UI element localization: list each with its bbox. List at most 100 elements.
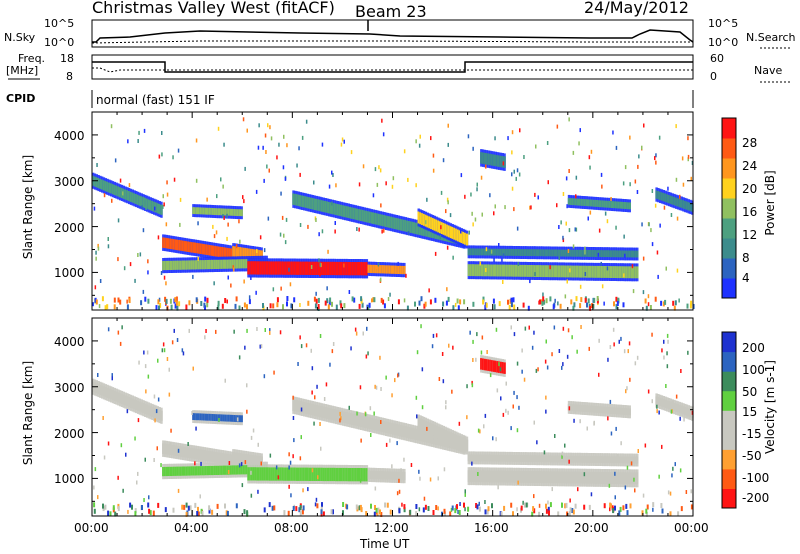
- near-range-speck: [478, 506, 481, 512]
- colorbar-segment: [722, 468, 736, 489]
- echo-cell-3: [242, 259, 245, 269]
- noise-speck: [176, 338, 179, 342]
- noise-speck: [410, 463, 413, 467]
- echo-cell-4: [288, 467, 291, 481]
- echo-cell-6: [397, 424, 400, 436]
- echo-cell-3: [162, 261, 165, 271]
- echo-cell-6: [352, 413, 356, 426]
- echo-cell-1: [199, 243, 203, 254]
- echo-cell-3: [165, 466, 169, 477]
- echo-cell-12: [612, 201, 615, 209]
- echo-cell-0: [111, 390, 115, 401]
- noise-speck: [435, 333, 438, 338]
- near-range-speck: [101, 296, 104, 302]
- noise-speck: [143, 128, 146, 133]
- noise-speck: [161, 348, 164, 353]
- echo-cell-6: [415, 428, 418, 441]
- echo-cell-6: [417, 223, 420, 235]
- echo-cell-6: [379, 214, 382, 226]
- noise-speck: [128, 183, 131, 188]
- noise-speck: [301, 135, 304, 140]
- nsearch-line: [91, 40, 693, 44]
- echo-cell-1: [221, 453, 224, 464]
- echo-cell-4: [354, 262, 358, 276]
- echo-cell-12: [573, 404, 576, 412]
- echo-cell-5: [380, 265, 383, 274]
- noise-speck: [637, 449, 639, 453]
- echo-cell-3: [235, 465, 238, 475]
- echo-cell-9: [480, 454, 483, 462]
- echo-cell-9: [578, 249, 582, 257]
- echo-cell-3: [212, 259, 215, 270]
- near-range-speck: [158, 305, 160, 311]
- colorbar-segment: [722, 351, 736, 372]
- noise-speck: [376, 265, 378, 269]
- noise-speck: [97, 373, 99, 377]
- echo-cell-3: [231, 465, 234, 475]
- echo-cell-0: [124, 189, 127, 200]
- near-range-speck: [445, 300, 448, 306]
- freq-label: Freq.: [18, 52, 46, 65]
- noise-speck: [420, 324, 422, 329]
- echo-cell-0: [108, 182, 111, 193]
- noise-speck: [416, 414, 418, 419]
- echo-cell-7: [417, 417, 420, 430]
- noise-speck: [663, 339, 665, 344]
- near-range-speck: [339, 300, 342, 306]
- echo-cell-6: [294, 399, 297, 412]
- echo-cell-6: [301, 401, 304, 413]
- echo-cell-8: [584, 265, 587, 278]
- noise-speck: [674, 462, 676, 467]
- echo-cell-8: [577, 265, 580, 278]
- echo-cell-5: [390, 265, 394, 274]
- echo-cell-8: [575, 471, 578, 484]
- near-range-speck: [367, 305, 370, 311]
- echo-cell-2: [234, 452, 237, 464]
- noise-speck: [598, 338, 600, 343]
- echo-cell-9: [573, 249, 576, 257]
- freq-tick-bottom: 8: [66, 70, 73, 83]
- noise-speck: [269, 330, 271, 335]
- echo-cell-8: [616, 472, 619, 485]
- echo-cell-4: [319, 261, 322, 275]
- near-range-speck: [559, 303, 562, 309]
- echo-cell-8: [571, 265, 574, 278]
- noise-speck: [374, 486, 377, 491]
- noise-speck: [332, 173, 334, 177]
- echo-cell-8: [492, 264, 496, 277]
- near-range-speck: [109, 511, 112, 517]
- echo-cell-4: [354, 468, 358, 482]
- noise-speck: [222, 184, 224, 189]
- near-range-speck: [286, 301, 288, 307]
- nsearch-tick-bottom: 10^0: [708, 36, 739, 49]
- echo-cell-9: [587, 250, 591, 257]
- noise-speck: [485, 247, 488, 252]
- near-range-speck: [298, 507, 301, 513]
- echo-cell-0: [110, 183, 113, 194]
- noise-speck: [188, 328, 190, 333]
- noise-speck: [163, 348, 166, 353]
- noise-speck: [241, 483, 244, 488]
- echo-cell-7: [435, 425, 438, 438]
- near-range-speck: [376, 511, 379, 517]
- noise-speck: [636, 355, 639, 360]
- echo-cell-4: [340, 261, 343, 276]
- echo-cell-10: [238, 209, 242, 217]
- echo-cell-0: [106, 387, 109, 398]
- near-range-speck: [147, 298, 150, 304]
- echo-cell-5: [401, 471, 404, 481]
- noise-speck: [289, 460, 292, 465]
- noise-speck: [426, 426, 428, 431]
- echo-cell-4: [247, 261, 250, 275]
- echo-cell-13: [684, 200, 687, 210]
- echo-cell-9: [630, 250, 634, 258]
- echo-cell-9: [600, 456, 603, 463]
- echo-cell-1: [189, 447, 192, 459]
- near-range-speck: [93, 502, 96, 508]
- noise-speck: [97, 246, 100, 251]
- echo-cell-0: [156, 409, 160, 420]
- echo-cell-13: [671, 196, 674, 205]
- echo-cell-10: [202, 207, 206, 215]
- echo-cell-3: [178, 466, 181, 476]
- near-range-speck: [243, 509, 246, 515]
